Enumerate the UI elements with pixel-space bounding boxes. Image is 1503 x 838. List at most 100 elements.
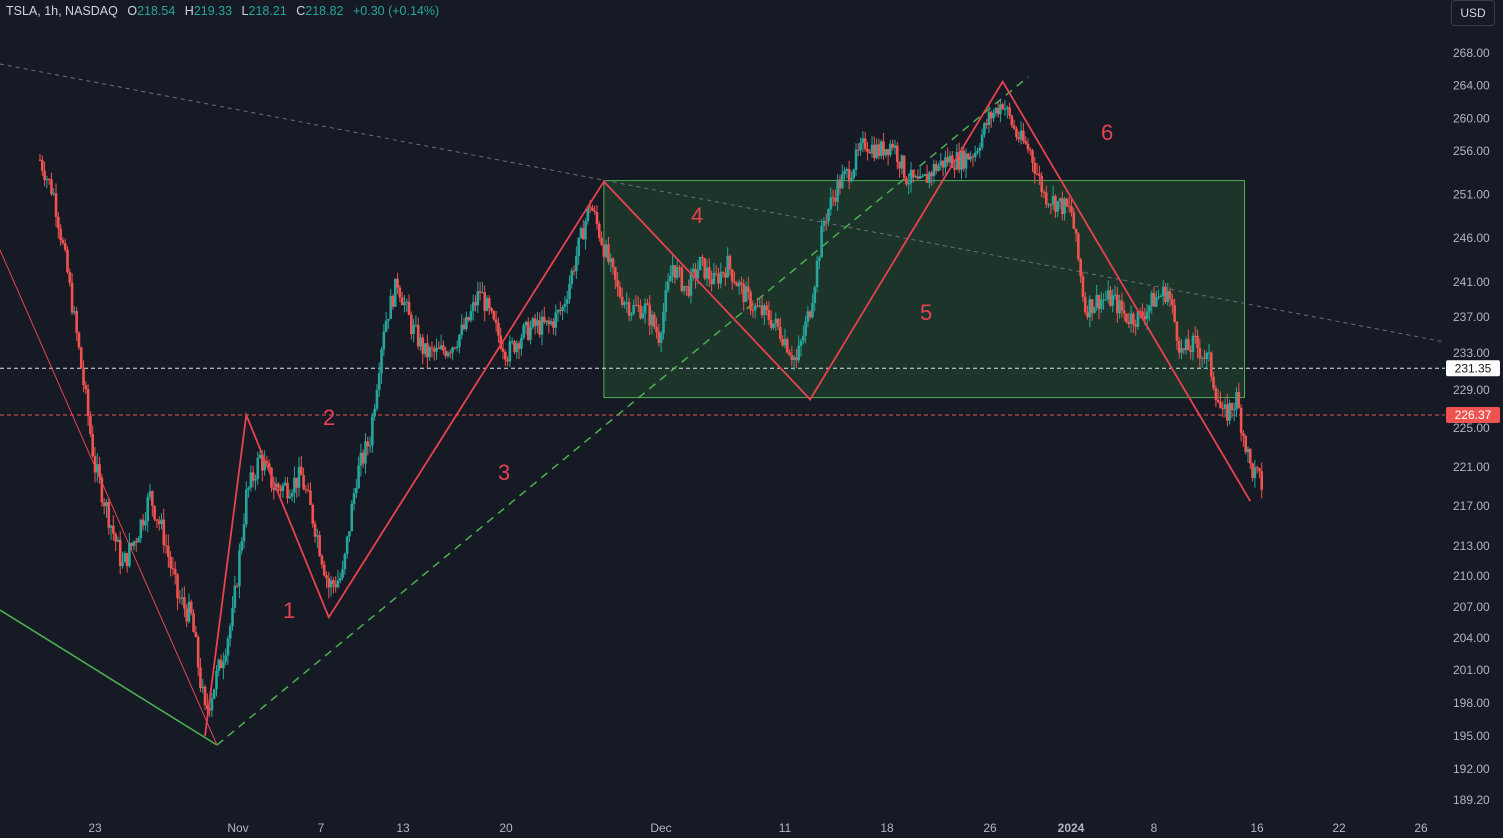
candle-body (728, 255, 732, 270)
candle-body (364, 441, 367, 464)
candle-body (701, 256, 704, 259)
candle-body (263, 461, 266, 471)
candle-body (914, 176, 917, 178)
y-tick-label: 195.00 (1453, 729, 1490, 743)
candle-body (185, 608, 188, 622)
candle-body (487, 298, 491, 309)
candle-body (937, 165, 940, 171)
candle-body (614, 267, 617, 280)
y-tick-label: 251.00 (1453, 188, 1490, 202)
candle-body (813, 287, 817, 304)
candle-body (609, 258, 613, 262)
candle-body (141, 519, 145, 526)
candle-body (641, 313, 645, 319)
candle-body (295, 477, 299, 488)
candle-body (696, 270, 700, 279)
y-tick-label: 229.00 (1453, 383, 1490, 397)
candle-body (1239, 407, 1243, 434)
candle-body (244, 489, 248, 525)
candle-body (895, 145, 899, 163)
wave-label-4: 4 (691, 203, 703, 228)
candle-body (105, 502, 108, 507)
close-label: C (296, 4, 306, 18)
candle-body (329, 580, 333, 588)
candle-body (520, 338, 523, 349)
descending-trendline (0, 63, 1446, 343)
candle-body (1152, 292, 1156, 307)
candle-body (1198, 347, 1202, 359)
candle-body (515, 343, 519, 353)
candle-body (1221, 408, 1225, 410)
candle-body (1235, 391, 1238, 410)
candle-body (873, 144, 876, 159)
candle-body (1148, 305, 1151, 312)
candle-body (233, 585, 237, 608)
candle-body (561, 306, 564, 312)
candle-body (779, 327, 782, 339)
wave-zigzag (204, 79, 1252, 737)
candle-body (1244, 435, 1247, 453)
currency-button[interactable]: USD (1451, 0, 1495, 26)
candle-body (1166, 291, 1170, 303)
candle-body (806, 311, 810, 322)
candle-body (107, 502, 111, 528)
candle-body (380, 349, 383, 374)
y-tick-label: 256.00 (1453, 144, 1490, 158)
candle-body (840, 174, 844, 189)
candle-body (446, 352, 450, 357)
candle-body (522, 325, 525, 339)
candle-body (1042, 191, 1046, 193)
candle-body (405, 301, 409, 303)
candle-body (279, 487, 282, 491)
candle-body (167, 546, 170, 557)
candle-body (1219, 402, 1222, 409)
candle-body (460, 324, 464, 335)
candle-body (1033, 162, 1037, 174)
candle-body (948, 155, 952, 163)
candle-body (808, 311, 812, 318)
candle-body (313, 523, 317, 537)
candle-body (717, 273, 720, 284)
candle-body (155, 519, 159, 521)
candle-body (1145, 311, 1149, 320)
candle-body (597, 224, 601, 238)
candle-body (336, 580, 340, 588)
candle-body (121, 562, 124, 566)
candle-body (407, 301, 411, 315)
candle-body (151, 491, 154, 507)
candle-body (785, 339, 789, 353)
candle-body (863, 138, 867, 149)
candle-body (526, 321, 530, 340)
y-tick-label: 241.00 (1453, 275, 1490, 289)
candle-body (742, 284, 745, 302)
candle-body (685, 286, 688, 288)
candle-body (749, 291, 752, 310)
candle-body (703, 258, 707, 279)
candle-body (327, 578, 331, 588)
candle-body (577, 237, 580, 257)
x-tick-label: 23 (88, 821, 102, 835)
candle-body (957, 152, 961, 170)
candle-body (1083, 296, 1087, 313)
candle-body (118, 539, 122, 566)
candle-body (171, 568, 175, 570)
candle-body (251, 472, 255, 481)
wave-label-5: 5 (920, 300, 932, 325)
candle-body (499, 335, 503, 349)
candle-body (465, 317, 468, 329)
candle-body (604, 244, 608, 257)
candle-body (359, 452, 363, 466)
candle-body (249, 472, 253, 488)
candle-body (130, 543, 133, 547)
candle-body (497, 323, 500, 336)
candle-body (648, 304, 652, 326)
candle-body (1047, 204, 1050, 206)
candle-body (517, 343, 521, 349)
candle-body (1015, 128, 1018, 138)
candle-body (403, 302, 406, 306)
candle-body (382, 331, 386, 350)
candle-body (283, 482, 287, 485)
candle-body (54, 193, 58, 217)
candle-body (439, 345, 443, 349)
